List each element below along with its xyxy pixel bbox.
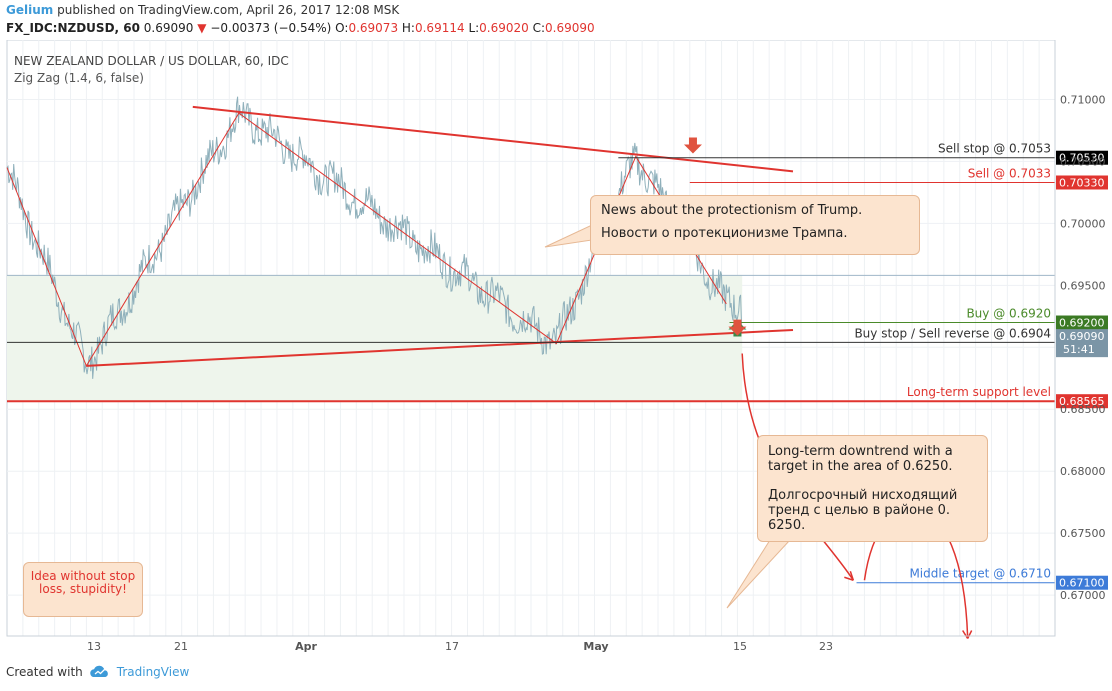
level-label: Buy stop / Sell reverse @ 0.6904 — [854, 326, 1051, 340]
idea-note-text: Idea without stop loss, stupidity! — [30, 569, 136, 596]
ohlc-high-value: 0.69114 — [414, 21, 465, 35]
ohlc-high-label: H: — [401, 21, 415, 35]
price-tag — [1056, 315, 1108, 330]
level-label: Sell stop @ 0.7053 — [938, 142, 1051, 156]
trend-line-lower — [86, 328, 794, 367]
level-label: Buy @ 0.6920 — [966, 307, 1051, 321]
price-tag — [1056, 394, 1108, 409]
y-tick-label: 0.69500 — [1060, 279, 1106, 292]
y-tick-label: 0.67500 — [1060, 527, 1106, 540]
level-label: Middle target @ 0.6710 — [909, 567, 1051, 581]
x-tick-label: May — [583, 640, 608, 653]
price-chart[interactable]: Sell stop @ 0.7053 Sell @ 0.7033 Buy @ 0.6… — [0, 40, 1112, 660]
sell-arrow-icon — [728, 319, 747, 336]
price-tag-label: 0.70530 — [1059, 152, 1105, 165]
downtrend-note-en: Long-term downtrend with a target in the… — [768, 444, 953, 474]
y-tick-label: 0.71000 — [1060, 93, 1106, 106]
bar-countdown: 51:41 — [1063, 343, 1095, 356]
trend-lines — [86, 105, 794, 367]
forecast-arc-arrowhead — [962, 630, 973, 639]
x-tick-label: 13 — [87, 640, 101, 653]
x-tick-label: Apr — [295, 640, 317, 653]
x-tick-label: 21 — [174, 640, 188, 653]
trump-news-note[interactable]: News about the protectionism of Trump. Н… — [590, 195, 920, 255]
chart-title: NEW ZEALAND DOLLAR / US DOLLAR, 60, IDC — [14, 54, 289, 68]
price-change: −0.00373 (−0.54%) — [210, 21, 332, 35]
y-tick-label: 0.67000 — [1060, 589, 1106, 602]
trump-note-en: News about the protectionism of Trump. — [601, 203, 863, 218]
last-price-tag — [1056, 329, 1108, 358]
publish-header: Gelium published on TradingView.com, Apr… — [6, 3, 399, 17]
author-name[interactable]: Gelium — [6, 3, 54, 17]
y-tick-label: 0.70500 — [1060, 155, 1106, 168]
downtrend-note-ru: Долгосрочный нисходящий тренд с целью в … — [768, 488, 958, 533]
level-label: Long-term support level — [907, 385, 1051, 399]
forecast-arrowhead — [844, 571, 855, 581]
x-tick-label: 23 — [819, 640, 833, 653]
ohlc-low-value: 0.69020 — [479, 21, 529, 35]
price-tag — [1056, 150, 1108, 165]
y-tick-label: 0.68000 — [1060, 465, 1106, 478]
zigzag-line — [6, 112, 727, 367]
ohlc-open-value: 0.69073 — [348, 21, 399, 35]
price-line — [6, 96, 743, 379]
level-label: Sell @ 0.7033 — [968, 166, 1051, 180]
tradingview-link[interactable]: TradingView — [116, 665, 190, 679]
zigzag-indicator — [6, 112, 727, 367]
price-tag-label: 0.70330 — [1059, 176, 1105, 189]
trend-line-upper — [192, 105, 794, 173]
last-price-label: 0.69090 — [1059, 330, 1105, 343]
publish-info: published on TradingView.com, April 26, … — [57, 3, 400, 17]
y-tick-label: 0.70000 — [1060, 217, 1106, 230]
symbol-label[interactable]: FX_IDC:NZDUSD, 60 — [6, 21, 140, 35]
price-tag-label: 0.68565 — [1059, 395, 1105, 408]
ohlc-close-label: C: — [532, 21, 546, 35]
indicator-label: Zig Zag (1.4, 6, false) — [14, 71, 144, 85]
price-levels: Sell stop @ 0.7053 Sell @ 0.7033 Buy @ 0.6… — [7, 142, 1055, 584]
y-tick-label: 0.68500 — [1060, 403, 1106, 416]
price-tag — [1056, 175, 1108, 190]
tradingview-cloud-icon — [89, 665, 108, 677]
price-tag — [1056, 575, 1108, 590]
footer: Created with TradingView — [6, 665, 189, 679]
x-tick-label: 15 — [733, 640, 747, 653]
price-axis[interactable]: 0.705300.703300.692000.690460.685650.671… — [1056, 93, 1108, 602]
sell-arrow-icon — [683, 137, 702, 154]
last-price: 0.69090 — [143, 21, 194, 35]
ohlc-low-label: L: — [468, 21, 480, 35]
price-series — [6, 96, 743, 379]
time-axis[interactable]: 13 21 Apr 17 May 15 23 — [7, 40, 1056, 653]
x-tick-label: 17 — [445, 640, 459, 653]
ohlc-open-label: O: — [335, 21, 349, 35]
ohlc-close-value: 0.69090 — [545, 21, 595, 35]
downtrend-note[interactable]: Long-term downtrend with a target in the… — [757, 435, 988, 542]
idea-note[interactable]: Idea without stop loss, stupidity! — [23, 562, 143, 617]
symbol-header: FX_IDC:NZDUSD, 60 0.69090 ▼ −0.00373 (−0… — [6, 21, 595, 35]
trump-note-ru: Новости о протекционизме Трампа. — [601, 226, 848, 241]
signal-arrows — [683, 137, 747, 337]
down-triangle-icon: ▼ — [197, 21, 207, 35]
created-with-label: Created with — [6, 665, 83, 679]
price-tag-label: 0.69200 — [1059, 317, 1105, 330]
price-tag-label: 0.67100 — [1059, 577, 1105, 590]
